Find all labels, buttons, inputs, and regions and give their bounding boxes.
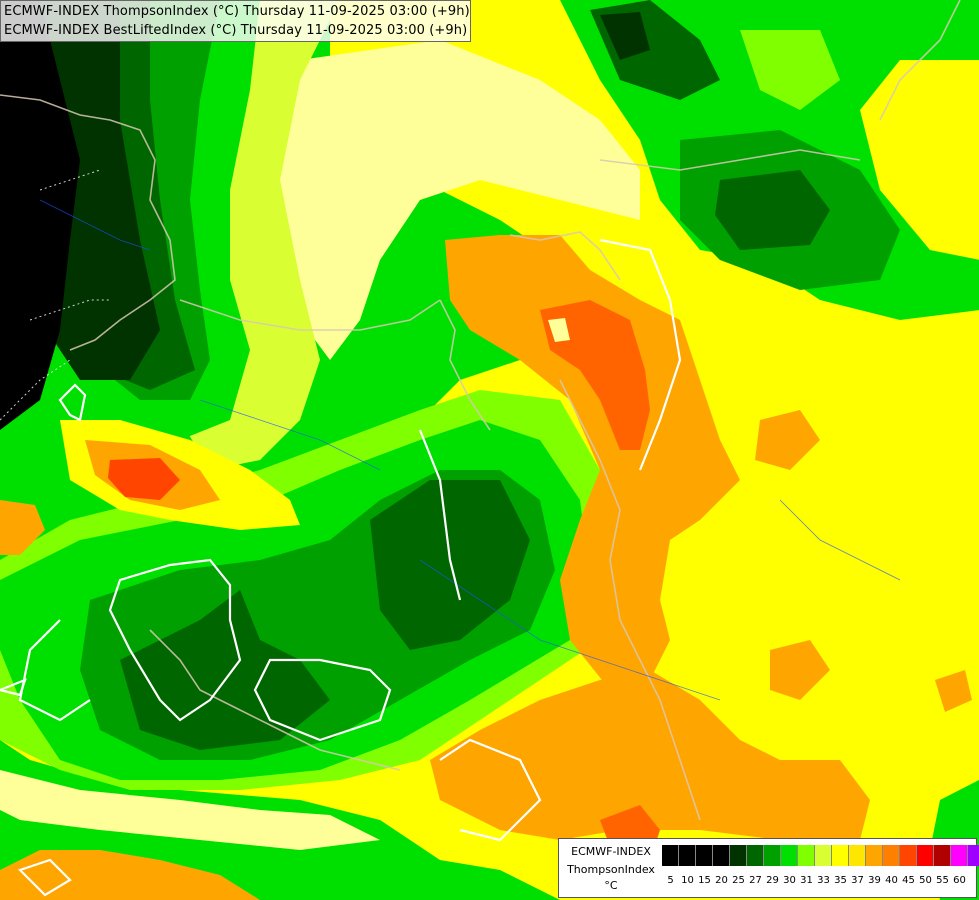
legend-swatch [900, 845, 917, 866]
legend: ECMWF-INDEX ThompsonIndex °C 5 10 15 20 25 27… [558, 838, 979, 898]
title-box: ECMWF-INDEX ThompsonIndex (°C) Thursday … [0, 0, 471, 42]
legend-swatch [798, 845, 815, 866]
country-borders [0, 0, 961, 821]
dotted-lines [0, 169, 110, 421]
title-line-bestlifted: ECMWF-INDEX BestLiftedIndex (°C) Thursda… [4, 23, 468, 38]
legend-tick-label: 10 [681, 875, 694, 886]
legend-swatch [883, 845, 900, 866]
legend-swatch [951, 845, 968, 866]
field-darkgreen-southwest [120, 590, 330, 750]
field-lightyellow-spot [548, 318, 570, 342]
legend-tick-label: 33 [817, 875, 830, 886]
legend-swatch [832, 845, 849, 866]
field-orange-southwest [0, 850, 260, 900]
legend-tick-label: 25 [732, 875, 745, 886]
legend-tick-label: 50 [919, 875, 932, 886]
legend-tick-label: 60 [953, 875, 966, 886]
legend-swatch [713, 845, 730, 866]
legend-swatch [968, 845, 979, 866]
field-orange-central [445, 235, 740, 690]
white-contours [0, 238, 682, 897]
legend-swatch [662, 845, 679, 866]
field-orange-east-2 [770, 640, 830, 700]
field-orange-south [430, 670, 870, 840]
field-red-west [108, 458, 180, 500]
legend-tick-label: 30 [783, 875, 796, 886]
legend-tick-label: 37 [851, 875, 864, 886]
field-darkgreen-central [370, 480, 530, 650]
legend-swatch [730, 845, 747, 866]
legend-swatch [764, 845, 781, 866]
legend-tick-label: 55 [936, 875, 949, 886]
field-darkgreen-northeast [715, 170, 830, 250]
legend-tick-label: 45 [902, 875, 915, 886]
field-lightyellow-north [280, 40, 640, 360]
legend-swatch [815, 845, 832, 866]
legend-tick-label: 39 [868, 875, 881, 886]
legend-tick-label: 31 [800, 875, 813, 886]
legend-swatch [934, 845, 951, 866]
legend-swatch [679, 845, 696, 866]
legend-tick-label: 15 [698, 875, 711, 886]
legend-tick-label: 27 [749, 875, 762, 886]
legend-model: ECMWF-INDEX [571, 845, 651, 858]
field-orange-east-1 [755, 410, 820, 470]
legend-ticks: 5 10 15 20 25 27 29 30 31 33 35 37 39 40 45 50 55 60 [662, 875, 968, 886]
legend-param: ThompsonIndex [567, 863, 655, 876]
legend-swatch [696, 845, 713, 866]
legend-swatch [917, 845, 934, 866]
legend-tick-label: 40 [885, 875, 898, 886]
legend-swatch [781, 845, 798, 866]
legend-tick-label: 5 [667, 875, 674, 886]
rivers [39, 199, 901, 701]
legend-tick-label: 20 [715, 875, 728, 886]
legend-unit: °C [604, 879, 618, 892]
legend-swatch [866, 845, 883, 866]
field-orange-edge-west [0, 500, 45, 555]
legend-swatch [849, 845, 866, 866]
field-verydarkgreen-north [600, 12, 650, 60]
legend-swatches [662, 845, 979, 866]
field-lime-northeast [740, 30, 840, 110]
legend-tick-label: 35 [834, 875, 847, 886]
legend-swatch [747, 845, 764, 866]
title-line-thompson: ECMWF-INDEX ThompsonIndex (°C) Thursday … [4, 4, 470, 19]
field-lightyellow-south [0, 770, 380, 850]
field-orange-east-3 [935, 670, 972, 712]
legend-tick-label: 29 [766, 875, 779, 886]
